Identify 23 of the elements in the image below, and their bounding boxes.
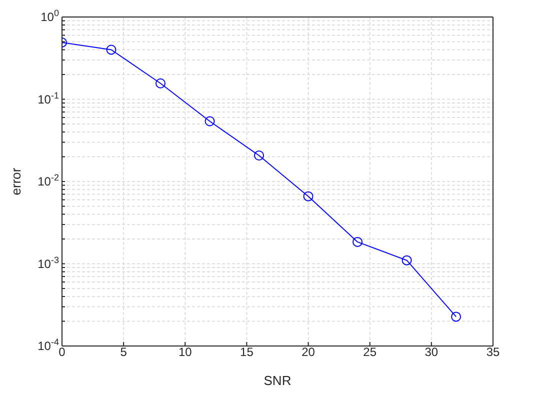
x-tick-label: 10 [178,345,192,359]
y-tick-label: 10$^{-1}$ [38,90,59,106]
point [106,44,116,55]
x-tick-label: 5 [120,345,128,359]
x-tick-label: 35 [486,345,500,359]
x-axis-title: SNR [264,373,292,388]
y-tick-label: 10$^{0}$ [40,8,59,24]
point [156,78,166,88]
x-tick-label: 30 [424,345,438,359]
x-tick-label: 15 [240,345,254,359]
y-tick-label: 10$^{-2}$ [38,172,59,188]
point [352,236,363,247]
point [303,191,314,202]
point [451,312,462,322]
y-tick-label: 10$^{-4}$ [38,337,59,353]
x-tick-label: 0 [58,345,66,359]
x-tick-label: 25 [363,345,377,359]
point [254,150,264,161]
point [204,116,215,126]
y-tick-label: 10$^{-3}$ [38,254,59,271]
point [402,255,412,266]
y-axis-title: error [8,167,24,196]
x-tick-label: 20 [302,345,316,359]
